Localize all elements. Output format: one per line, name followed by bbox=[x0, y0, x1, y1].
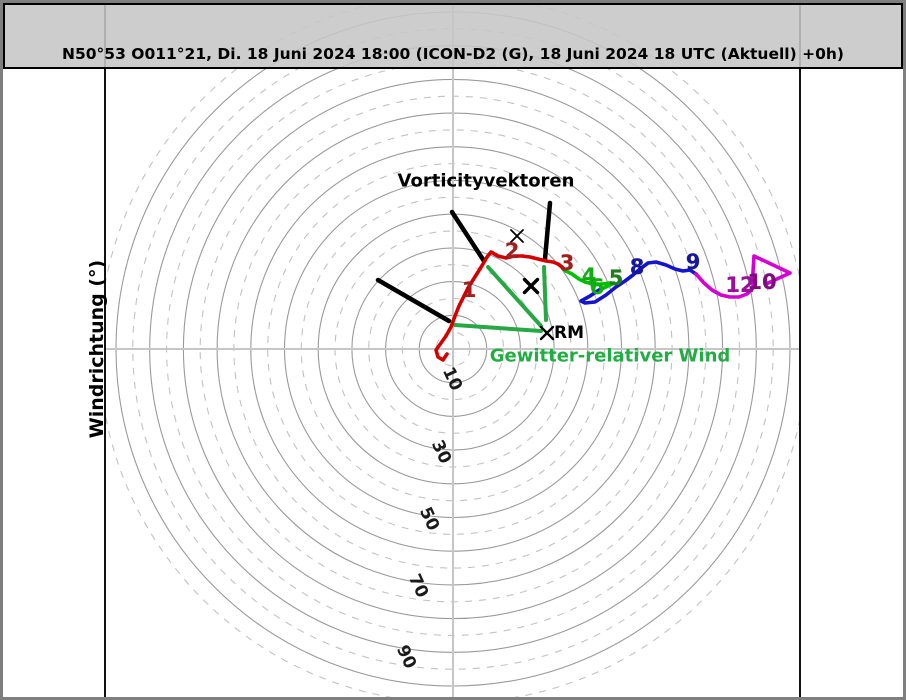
wind-trace-6-9km bbox=[579, 260, 698, 305]
wind-trace-3-6km bbox=[564, 269, 616, 292]
vorticity-vector-1 bbox=[449, 209, 487, 264]
vorticity-vector-3 bbox=[375, 277, 452, 324]
marker-x-thin bbox=[510, 229, 524, 243]
vorticity-vector-2 bbox=[542, 200, 553, 262]
wind-trace-0-3km bbox=[434, 250, 568, 362]
height-label-4km: 4 bbox=[582, 264, 597, 288]
marker-x-rm bbox=[539, 325, 555, 341]
storm-relative-vector-3 bbox=[542, 265, 548, 322]
height-label-2km: 2 bbox=[505, 239, 520, 263]
height-label-10km: 10 bbox=[747, 270, 776, 294]
storm-relative-wind-label: Gewitter-relativer Wind bbox=[489, 345, 731, 367]
page-title: N50°53 O011°21, Di. 18 Juni 2024 18:00 (… bbox=[62, 45, 844, 63]
height-label-9km: 9 bbox=[686, 250, 701, 274]
ring-label-10: 10 bbox=[438, 364, 466, 394]
y-axis-label: Windrichtung (°) bbox=[86, 259, 108, 439]
wind-trace-9-12km bbox=[694, 254, 792, 299]
vorticity-vectors-label: Vorticityvektoren bbox=[397, 170, 575, 192]
ring-label-70: 70 bbox=[404, 571, 432, 601]
height-label-6km: 6 bbox=[590, 275, 605, 299]
height-label-3km: 3 bbox=[560, 251, 575, 275]
marker-x-bold bbox=[522, 277, 540, 295]
storm-relative-vector-1 bbox=[453, 323, 543, 333]
title-bar: N50°53 O011°21, Di. 18 Juni 2024 18:00 (… bbox=[3, 3, 903, 69]
height-label-12km: 12 bbox=[725, 273, 754, 297]
height-label-5km: 5 bbox=[609, 266, 624, 290]
ring-label-50: 50 bbox=[415, 504, 443, 534]
storm-relative-vector-2 bbox=[486, 265, 543, 328]
height-label-8km: 8 bbox=[630, 255, 645, 279]
ring-label-30: 30 bbox=[427, 437, 455, 467]
right-mover-label: RM bbox=[554, 323, 585, 343]
height-label-1km: 1 bbox=[462, 278, 477, 302]
